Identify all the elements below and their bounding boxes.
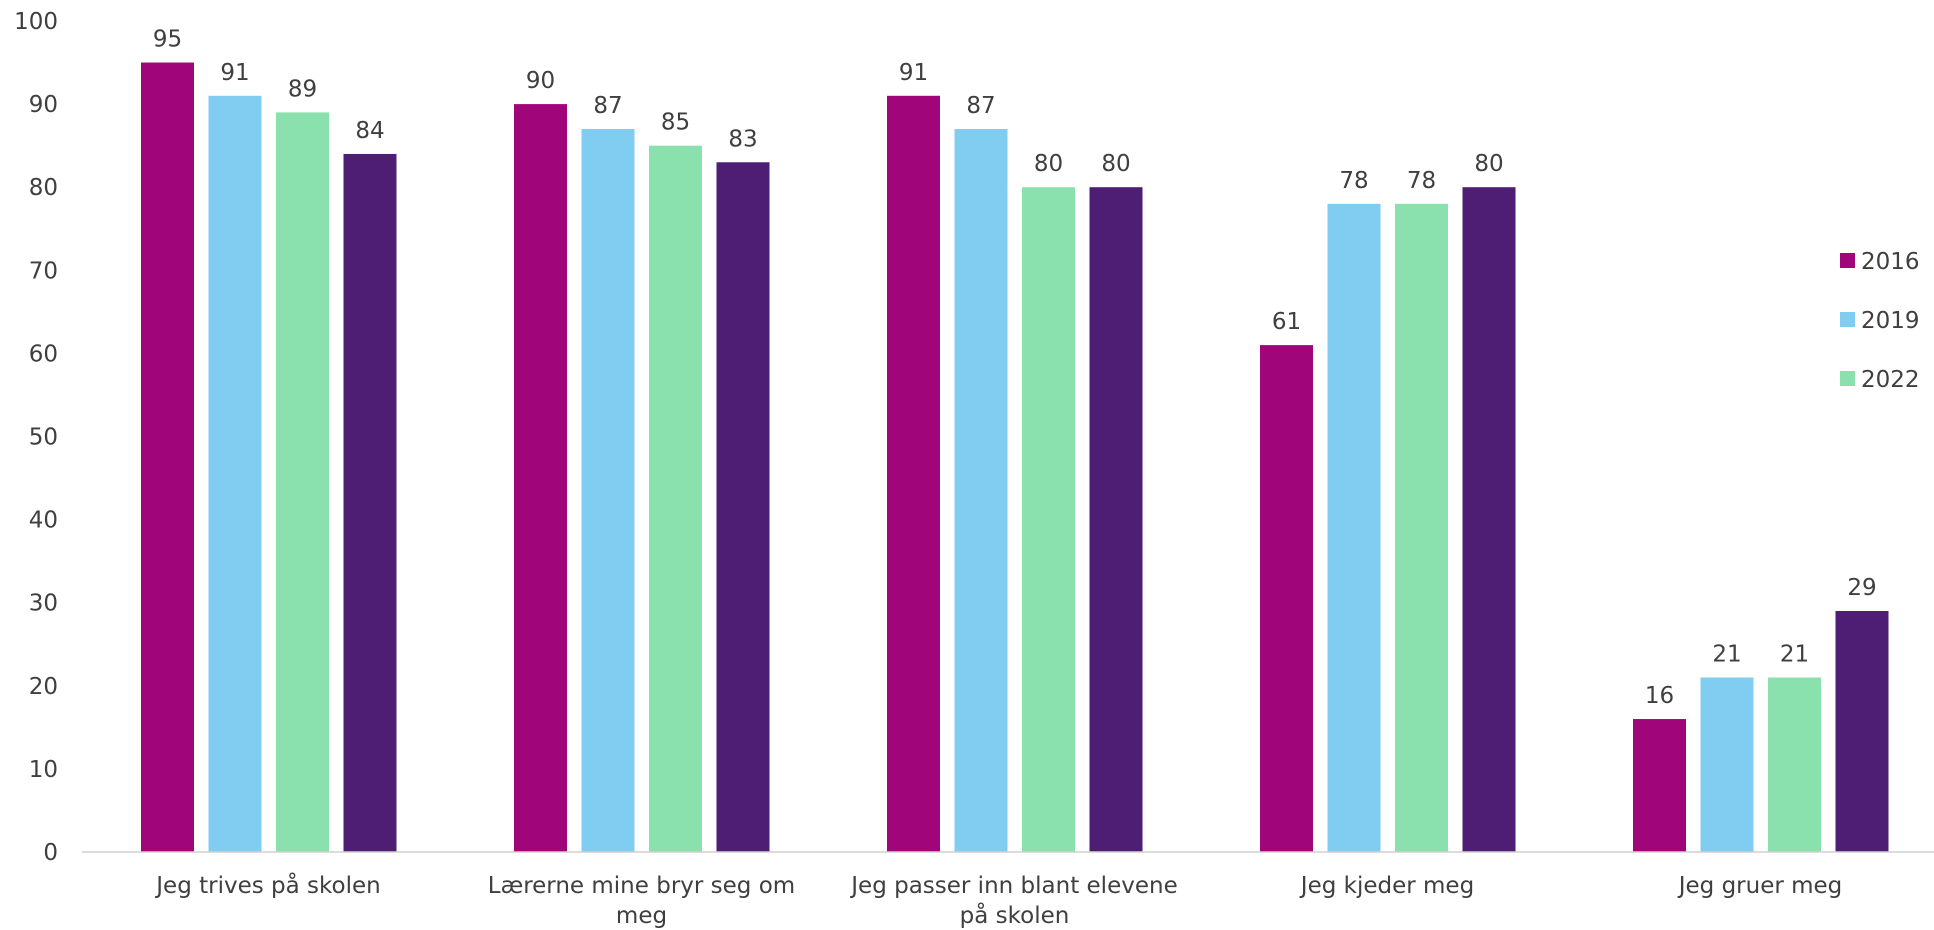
- bar: [1462, 187, 1516, 852]
- data-label: 87: [966, 93, 995, 119]
- bar: [208, 95, 262, 853]
- y-tick-label: 60: [29, 341, 58, 367]
- bar: [1022, 187, 1075, 852]
- y-tick-label: 30: [29, 591, 58, 617]
- x-category-label: på skolen: [960, 901, 1070, 929]
- bar: [581, 129, 635, 852]
- data-label: 16: [1645, 683, 1674, 709]
- x-category-label: Jeg gruer meg: [1677, 873, 1843, 899]
- x-category-label: Lærerne mine bryr seg om: [488, 873, 795, 899]
- bar: [343, 153, 397, 852]
- bar: [954, 129, 1008, 852]
- legend-label: 2016: [1861, 249, 1920, 275]
- bar: [887, 95, 940, 853]
- y-tick-label: 40: [29, 508, 58, 534]
- data-label: 91: [899, 60, 928, 86]
- data-label: 80: [1101, 151, 1130, 177]
- data-labels: 95 91 89 84 90 87 85 83 91 87 80 80 61 78 78 80 16 21 21 29: [153, 27, 1877, 709]
- y-tick-label: 90: [29, 92, 58, 118]
- y-axis-labels: 0 10 20 30 40 50 60 70 80 90 100: [14, 9, 58, 866]
- bar: [649, 145, 702, 852]
- data-label: 84: [355, 118, 384, 144]
- bar: [1089, 187, 1143, 852]
- y-tick-label: 10: [29, 757, 58, 783]
- bar: [716, 162, 770, 852]
- legend-swatch: [1840, 312, 1855, 327]
- legend-label: 2019: [1861, 308, 1920, 334]
- data-label: 95: [153, 27, 182, 53]
- x-category-label: meg: [616, 903, 667, 929]
- data-label: 87: [593, 93, 622, 119]
- bar: [1633, 719, 1686, 852]
- bar: [276, 112, 329, 852]
- y-tick-label: 80: [29, 175, 58, 201]
- data-label: 61: [1272, 309, 1301, 335]
- bar: [1835, 611, 1889, 852]
- y-tick-label: 0: [43, 840, 58, 866]
- y-tick-label: 20: [29, 674, 58, 700]
- data-label: 83: [728, 126, 757, 152]
- y-tick-label: 100: [14, 9, 58, 35]
- data-label: 78: [1407, 168, 1436, 194]
- data-label: 21: [1712, 641, 1741, 667]
- bar: [1260, 345, 1313, 852]
- bar: [1395, 203, 1448, 852]
- data-label: 29: [1847, 575, 1876, 601]
- bar: [514, 104, 567, 853]
- bar: [1327, 203, 1381, 852]
- y-tick-label: 70: [29, 258, 58, 284]
- data-label: 89: [288, 76, 317, 102]
- data-label: 78: [1339, 168, 1368, 194]
- data-label: 80: [1034, 151, 1063, 177]
- bar: [1700, 677, 1754, 852]
- legend: 2016 2019 2022: [1840, 249, 1920, 393]
- data-label: 21: [1780, 641, 1809, 667]
- x-category-label: Jeg kjeder meg: [1299, 873, 1474, 899]
- data-label: 80: [1474, 151, 1503, 177]
- bar: [141, 62, 194, 853]
- bars: [141, 62, 1889, 853]
- x-axis-labels: Jeg trives på skolen Lærerne mine bryr se…: [154, 871, 1842, 929]
- x-category-label: Jeg trives på skolen: [154, 871, 380, 899]
- data-label: 91: [220, 60, 249, 86]
- bar: [1768, 677, 1821, 852]
- y-tick-label: 50: [29, 425, 58, 451]
- legend-label: 2022: [1861, 367, 1920, 393]
- legend-swatch: [1840, 253, 1855, 268]
- x-category-label: Jeg passer inn blant elevene: [849, 873, 1177, 899]
- legend-swatch: [1840, 371, 1855, 386]
- data-label: 85: [661, 110, 690, 136]
- data-label: 90: [526, 68, 555, 94]
